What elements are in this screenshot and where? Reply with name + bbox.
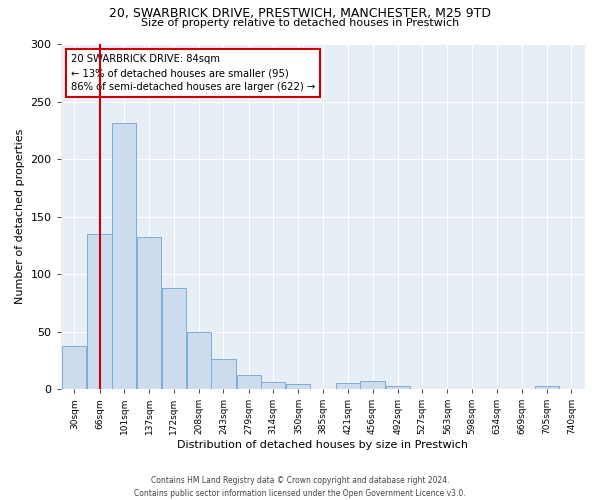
Bar (236, 375, 261, 389)
Bar (137, 237, 161, 389)
Bar (286, 384, 310, 389)
Bar (386, 386, 410, 389)
Bar (361, 381, 385, 389)
Y-axis label: Number of detached properties: Number of detached properties (15, 129, 25, 304)
Bar (112, 124, 136, 389)
Bar (211, 359, 236, 389)
Bar (88, 234, 112, 389)
Bar (161, 288, 186, 389)
Bar (62, 346, 86, 389)
Text: 20, SWARBRICK DRIVE, PRESTWICH, MANCHESTER, M25 9TD: 20, SWARBRICK DRIVE, PRESTWICH, MANCHEST… (109, 8, 491, 20)
Text: 20 SWARBRICK DRIVE: 84sqm
← 13% of detached houses are smaller (95)
86% of semi-: 20 SWARBRICK DRIVE: 84sqm ← 13% of detac… (71, 54, 316, 92)
Bar (261, 382, 285, 389)
Bar (187, 332, 211, 389)
Bar (535, 386, 559, 389)
X-axis label: Distribution of detached houses by size in Prestwich: Distribution of detached houses by size … (178, 440, 469, 450)
Bar (336, 384, 360, 389)
Text: Contains HM Land Registry data © Crown copyright and database right 2024.
Contai: Contains HM Land Registry data © Crown c… (134, 476, 466, 498)
Text: Size of property relative to detached houses in Prestwich: Size of property relative to detached ho… (141, 18, 459, 28)
